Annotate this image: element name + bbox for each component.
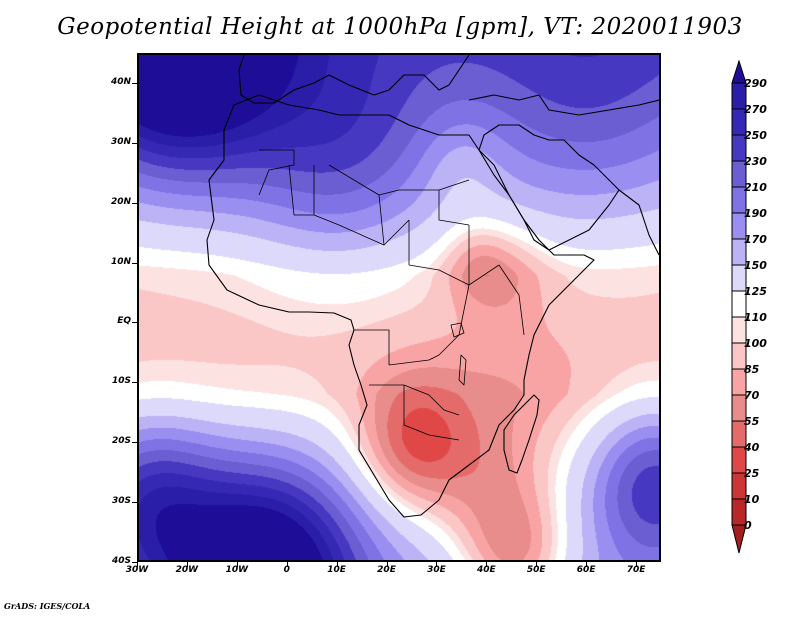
x-tick-label: 30E [427, 565, 446, 575]
madagascar-coastline [503, 394, 540, 474]
y-tick-mark [132, 382, 137, 384]
y-tick-mark [132, 322, 137, 324]
y-tick-label: 30N [110, 136, 131, 147]
x-tick-label: 20E [377, 565, 396, 575]
x-tick-mark [486, 562, 488, 567]
colorbar-extend-bottom [731, 524, 747, 554]
y-tick-label: 20N [110, 196, 131, 207]
colorbar-label: 230 [744, 155, 767, 168]
y-tick-mark [132, 202, 137, 204]
colorbar-label: 25 [744, 467, 760, 480]
colorbar-label: 55 [744, 415, 760, 428]
india-coastline [618, 189, 659, 256]
arabia-coastline [478, 124, 620, 251]
x-tick-mark [536, 562, 538, 567]
x-tick-mark [186, 562, 188, 567]
y-tick-label: 20S [111, 436, 131, 447]
colorbar-label: 150 [744, 259, 767, 272]
y-tick-label: 10N [110, 256, 131, 267]
x-tick-label: 70E [626, 565, 646, 575]
x-tick-mark [286, 562, 288, 567]
map-plot-area [137, 53, 661, 562]
x-tick-mark [386, 562, 388, 567]
x-tick-label: 40E [476, 565, 496, 575]
colorbar-label: 40 [744, 441, 760, 454]
country-borders [258, 149, 525, 441]
x-tick-mark [436, 562, 438, 567]
colorbar-label: 270 [744, 103, 767, 116]
y-tick-mark [132, 562, 137, 563]
x-tick-label: 20W [175, 565, 199, 575]
x-tick-label: 50E [526, 565, 546, 575]
colorbar-label: 10 [744, 493, 760, 506]
y-tick-mark [132, 82, 137, 84]
y-tick-label: 40N [110, 76, 131, 87]
africa-coastline [206, 94, 595, 518]
colorbar-label: 210 [744, 181, 767, 194]
europe-coastline [238, 55, 470, 104]
y-tick-label: 10S [111, 376, 131, 387]
colorbar-label: 250 [744, 129, 767, 142]
x-tick-label: 30W [125, 565, 149, 575]
asia-coastline [468, 94, 659, 116]
geopotential-height-field [139, 55, 659, 560]
y-tick-mark [132, 142, 137, 144]
colorbar-label: 170 [744, 233, 767, 246]
x-tick-label: 60E [576, 565, 596, 575]
colorbar-label: 290 [744, 77, 767, 90]
colorbar-label: 85 [744, 363, 760, 376]
x-tick-mark [586, 562, 588, 567]
y-tick-label: EQ [117, 316, 131, 327]
y-tick-mark [132, 442, 137, 444]
lake-victoria [450, 322, 465, 338]
x-tick-label: 10E [327, 565, 346, 575]
colorbar [731, 60, 747, 554]
colorbar-label: 100 [744, 337, 767, 350]
x-tick-mark [137, 562, 138, 567]
x-tick-mark [336, 562, 338, 567]
y-tick-mark [132, 262, 137, 264]
lake-malawi [458, 354, 467, 386]
chart-title: Geopotential Height at 1000hPa [gpm], VT… [57, 14, 743, 40]
y-tick-label: 30S [111, 496, 131, 507]
colorbar-label: 70 [744, 389, 760, 402]
x-tick-label: 10W [225, 565, 249, 575]
coastlines-and-borders [206, 55, 659, 518]
colorbar-label: 125 [744, 285, 767, 298]
y-tick-label: 40S [111, 556, 131, 566]
colorbar-label: 190 [744, 207, 767, 220]
colorbar-label: 0 [744, 519, 752, 532]
x-tick-mark [236, 562, 238, 567]
y-tick-mark [132, 502, 137, 504]
x-tick-mark [636, 562, 638, 567]
colorbar-label: 110 [744, 311, 767, 324]
x-tick-label: 0 [283, 565, 290, 575]
grads-footer: GrADS: IGES/COLA [4, 601, 91, 611]
